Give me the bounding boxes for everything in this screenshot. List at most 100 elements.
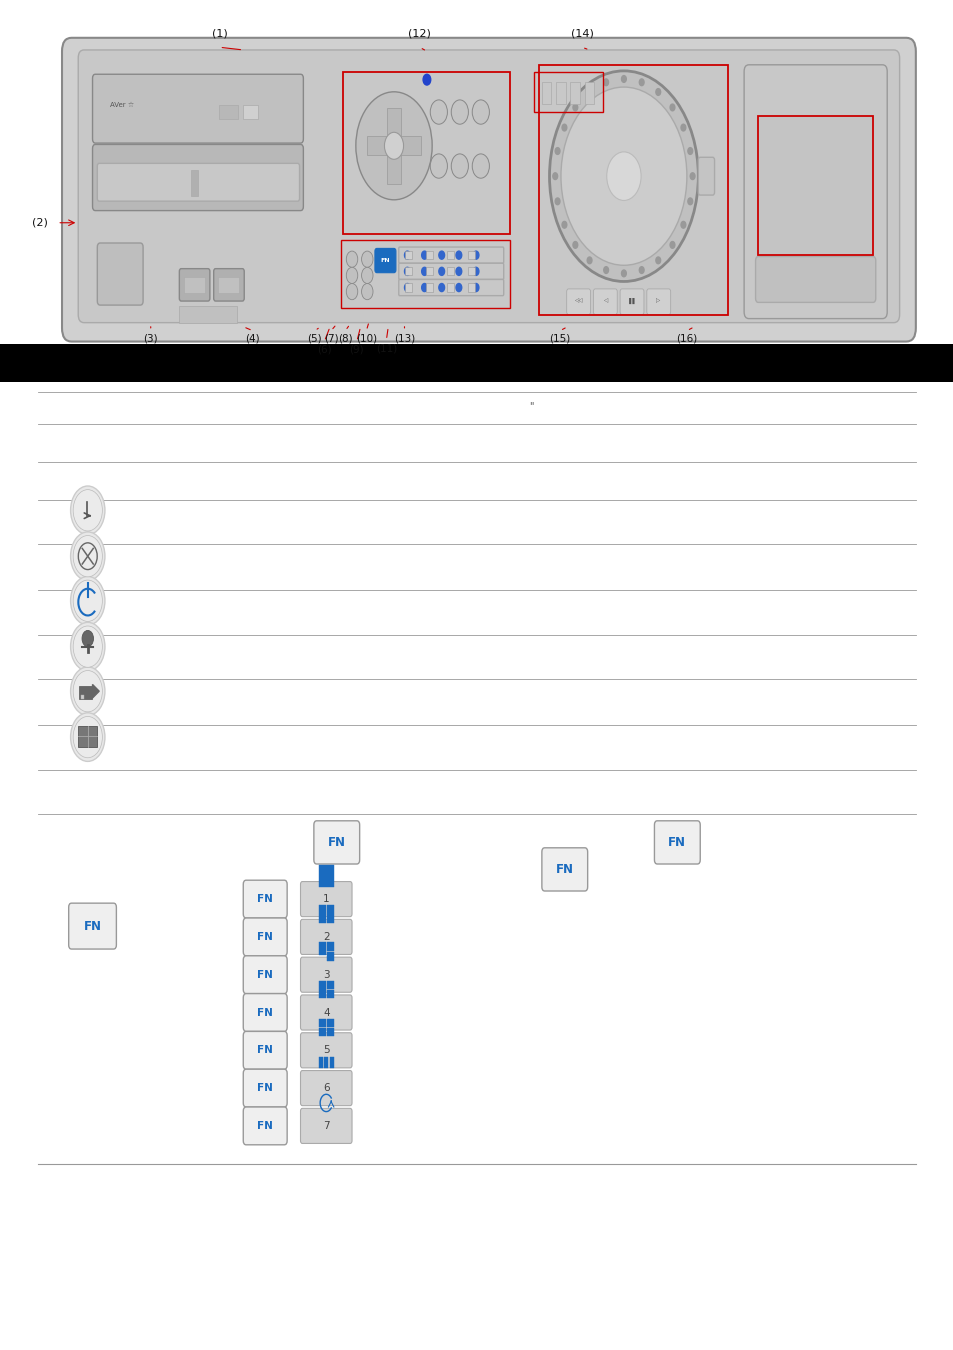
Circle shape bbox=[680, 221, 685, 228]
Bar bbox=[318, 1027, 325, 1035]
FancyBboxPatch shape bbox=[698, 157, 714, 196]
Bar bbox=[81, 695, 84, 699]
Circle shape bbox=[472, 154, 489, 178]
Bar bbox=[584, 82, 594, 104]
Text: FN: FN bbox=[84, 919, 101, 933]
Circle shape bbox=[456, 284, 461, 292]
Circle shape bbox=[71, 713, 105, 761]
Circle shape bbox=[586, 256, 591, 263]
Text: 2: 2 bbox=[323, 931, 329, 942]
Circle shape bbox=[689, 173, 694, 180]
Circle shape bbox=[73, 536, 102, 576]
Circle shape bbox=[73, 717, 102, 757]
Bar bbox=[327, 952, 334, 961]
Bar bbox=[387, 108, 400, 184]
Circle shape bbox=[456, 267, 461, 275]
FancyBboxPatch shape bbox=[375, 248, 395, 273]
Circle shape bbox=[472, 100, 489, 124]
Circle shape bbox=[560, 88, 686, 265]
FancyBboxPatch shape bbox=[78, 50, 899, 323]
Bar bbox=[243, 105, 257, 119]
Bar bbox=[367, 136, 420, 155]
Bar bbox=[79, 686, 91, 699]
Circle shape bbox=[404, 267, 410, 275]
Text: FN: FN bbox=[257, 969, 273, 980]
FancyBboxPatch shape bbox=[300, 1071, 352, 1106]
Circle shape bbox=[687, 147, 692, 154]
Text: 7: 7 bbox=[323, 1120, 329, 1131]
Bar bbox=[318, 865, 334, 887]
Bar bbox=[318, 906, 325, 922]
Circle shape bbox=[438, 284, 444, 292]
Text: FN: FN bbox=[257, 1045, 273, 1056]
FancyBboxPatch shape bbox=[593, 289, 617, 315]
Circle shape bbox=[430, 100, 447, 124]
Text: (2): (2) bbox=[32, 217, 48, 228]
FancyBboxPatch shape bbox=[243, 994, 287, 1031]
FancyBboxPatch shape bbox=[69, 903, 116, 949]
FancyBboxPatch shape bbox=[97, 163, 299, 201]
Circle shape bbox=[603, 267, 608, 274]
Text: (11): (11) bbox=[375, 343, 396, 354]
Text: FN: FN bbox=[556, 863, 573, 876]
Bar bbox=[426, 267, 433, 275]
Bar bbox=[184, 277, 205, 293]
Circle shape bbox=[456, 251, 461, 259]
Circle shape bbox=[687, 198, 692, 205]
FancyBboxPatch shape bbox=[92, 74, 303, 143]
Circle shape bbox=[73, 580, 102, 621]
FancyBboxPatch shape bbox=[300, 995, 352, 1030]
Circle shape bbox=[438, 267, 444, 275]
Bar bbox=[179, 306, 236, 323]
Circle shape bbox=[404, 284, 410, 292]
Circle shape bbox=[82, 630, 93, 647]
Circle shape bbox=[421, 267, 427, 275]
Text: (13): (13) bbox=[394, 333, 415, 344]
Circle shape bbox=[430, 154, 447, 178]
Circle shape bbox=[603, 78, 608, 85]
Text: (6): (6) bbox=[316, 344, 332, 355]
FancyBboxPatch shape bbox=[541, 848, 587, 891]
Circle shape bbox=[620, 270, 625, 277]
Circle shape bbox=[346, 284, 357, 300]
FancyBboxPatch shape bbox=[243, 1069, 287, 1107]
Circle shape bbox=[669, 104, 674, 111]
Circle shape bbox=[573, 242, 578, 248]
Bar bbox=[447, 251, 454, 259]
FancyBboxPatch shape bbox=[243, 1031, 287, 1069]
Circle shape bbox=[639, 267, 643, 274]
Polygon shape bbox=[92, 684, 99, 698]
FancyBboxPatch shape bbox=[300, 957, 352, 992]
Circle shape bbox=[71, 622, 105, 671]
Circle shape bbox=[473, 251, 478, 259]
FancyBboxPatch shape bbox=[566, 289, 590, 315]
FancyBboxPatch shape bbox=[243, 918, 287, 956]
Circle shape bbox=[404, 251, 410, 259]
Text: (10): (10) bbox=[355, 333, 376, 344]
Bar bbox=[327, 1027, 334, 1035]
Text: FN: FN bbox=[668, 836, 685, 849]
Bar bbox=[538, 65, 727, 315]
Circle shape bbox=[549, 72, 698, 282]
Bar bbox=[541, 82, 551, 104]
Bar bbox=[426, 284, 433, 292]
Circle shape bbox=[655, 256, 659, 263]
Circle shape bbox=[73, 490, 102, 531]
Bar bbox=[758, 116, 872, 255]
FancyBboxPatch shape bbox=[619, 289, 643, 315]
Text: (9): (9) bbox=[349, 344, 364, 355]
Circle shape bbox=[438, 251, 444, 259]
Circle shape bbox=[361, 267, 373, 284]
Circle shape bbox=[606, 153, 640, 200]
FancyBboxPatch shape bbox=[398, 247, 503, 263]
Circle shape bbox=[71, 667, 105, 716]
Circle shape bbox=[555, 198, 559, 205]
Bar bbox=[340, 240, 510, 308]
FancyBboxPatch shape bbox=[243, 956, 287, 994]
Text: ▷: ▷ bbox=[656, 298, 659, 304]
Circle shape bbox=[346, 267, 357, 284]
FancyBboxPatch shape bbox=[755, 256, 875, 302]
Text: AVer ☆: AVer ☆ bbox=[110, 103, 133, 108]
Circle shape bbox=[473, 284, 478, 292]
Bar bbox=[426, 251, 433, 259]
